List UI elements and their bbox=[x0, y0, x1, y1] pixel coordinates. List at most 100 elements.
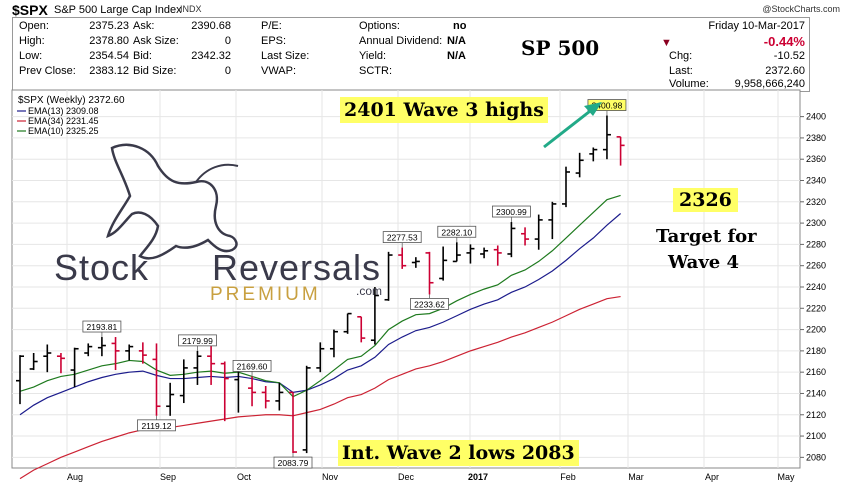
ohlc-bar bbox=[466, 244, 475, 264]
ohlc-bar bbox=[411, 257, 420, 268]
y-tick-label: 2200 bbox=[806, 325, 826, 335]
price-label: 2277.53 bbox=[382, 231, 422, 248]
ema10-line bbox=[19, 194, 621, 398]
target-line2: Wave 4 bbox=[668, 252, 740, 273]
ohlc-bar bbox=[575, 152, 584, 178]
bid-value: 2342.32 bbox=[191, 50, 231, 62]
stockreversals-logo: Stock Reversals PREMIUM .com bbox=[54, 143, 382, 305]
options-label: Options: bbox=[359, 20, 400, 32]
price-label: 2282.10 bbox=[437, 225, 477, 243]
pct-change-value: -0.44% bbox=[763, 34, 805, 49]
ohlc-bar bbox=[343, 312, 352, 334]
y-tick-label: 2240 bbox=[806, 282, 826, 292]
sp500-annotation: SP 500 bbox=[521, 36, 600, 60]
ohlc-bar bbox=[138, 342, 147, 364]
chart-title: $SPX (Weekly) 2372.60 bbox=[18, 95, 125, 106]
ohlc-bar bbox=[521, 227, 530, 246]
ohlc-bar bbox=[16, 355, 24, 405]
svg-text:2083.79: 2083.79 bbox=[278, 458, 309, 468]
prev-close-label: Prev Close: bbox=[19, 65, 76, 77]
ohlc-bar bbox=[384, 251, 393, 301]
ohlc-bar bbox=[370, 286, 379, 345]
target-line1: Target for bbox=[656, 226, 757, 247]
ohlc-bar bbox=[84, 343, 93, 357]
svg-text:2193.81: 2193.81 bbox=[87, 322, 118, 332]
moving-averages bbox=[19, 194, 621, 480]
y-tick-label: 2400 bbox=[806, 112, 826, 122]
x-tick-label: Sep bbox=[160, 472, 176, 482]
ohlc-bar bbox=[261, 386, 270, 409]
ohlc-bar bbox=[493, 245, 502, 266]
ohlc-bar bbox=[534, 214, 543, 250]
arrow-shaft bbox=[543, 106, 595, 149]
y-tick-label: 2300 bbox=[806, 218, 826, 228]
price-label: 2169.60 bbox=[232, 360, 272, 377]
legend-ema34: EMA(34) 2231.45 bbox=[28, 116, 99, 126]
svg-text:2169.60: 2169.60 bbox=[237, 361, 268, 371]
volume-value: 9,958,666,240 bbox=[734, 78, 805, 90]
logo-text-reversals: Reversals bbox=[212, 247, 381, 288]
ohlc-bar bbox=[548, 201, 557, 240]
svg-text:2277.53: 2277.53 bbox=[387, 233, 418, 243]
ohlc-bar bbox=[316, 342, 325, 373]
ohlc-bar bbox=[275, 382, 284, 411]
ohlc-bar bbox=[562, 166, 570, 208]
eps-label: EPS: bbox=[261, 35, 287, 47]
ohlc-bar bbox=[207, 342, 216, 385]
price-label: 2233.62 bbox=[410, 294, 449, 310]
price-label: 2400.98 bbox=[587, 99, 627, 116]
ohlc-bar bbox=[616, 136, 625, 166]
ohlc-bar bbox=[193, 350, 202, 385]
dividend-value: N/A bbox=[447, 35, 466, 47]
options-value: no bbox=[453, 20, 467, 32]
ohlc-bar bbox=[425, 251, 434, 295]
y-tick-label: 2380 bbox=[806, 133, 826, 143]
yield-label: Yield: bbox=[359, 50, 387, 62]
ohlc-bar bbox=[602, 115, 611, 160]
logo-text-premium: PREMIUM bbox=[210, 284, 321, 305]
y-tick-label: 2140 bbox=[806, 388, 826, 398]
ohlc-bar bbox=[179, 359, 188, 404]
volume-label: Volume: bbox=[669, 78, 709, 90]
ask-label: Ask: bbox=[133, 20, 155, 32]
svg-text:2119.12: 2119.12 bbox=[141, 421, 171, 431]
ohlc-bar bbox=[43, 344, 52, 373]
quote-date: Friday 10-Mar-2017 bbox=[708, 20, 805, 32]
target-value-annotation: 2326 bbox=[673, 188, 738, 212]
ohlc-bar bbox=[452, 242, 461, 263]
quote-panel: Open: 2375.23 High: 2378.80 Low: 2354.54… bbox=[12, 17, 810, 92]
ohlc-bar bbox=[70, 347, 79, 388]
arrow-head-icon bbox=[584, 102, 602, 116]
svg-text:2233.62: 2233.62 bbox=[414, 299, 445, 309]
wave3-arrow bbox=[543, 102, 602, 149]
low-label: Low: bbox=[19, 50, 43, 62]
ohlc-bar bbox=[29, 353, 38, 371]
y-tick-label: 2340 bbox=[806, 176, 826, 186]
ohlc-bar bbox=[302, 365, 311, 454]
copyright-label: @StockCharts.com bbox=[762, 4, 840, 14]
ohlc-bar bbox=[111, 337, 120, 371]
ask-size-label: Ask Size: bbox=[133, 35, 179, 47]
y-tick-label: 2160 bbox=[806, 367, 826, 377]
legend: $SPX (Weekly) 2372.60 EMA(13) 2309.08 EM… bbox=[17, 95, 125, 136]
y-tick-label: 2220 bbox=[806, 303, 826, 313]
wave2-annotation: Int. Wave 2 lows 2083 bbox=[338, 440, 579, 466]
x-axis: Aug Sep Oct Nov Dec 2017 Feb Mar Apr May bbox=[67, 472, 795, 482]
y-axis: 2080 2100 2120 2140 2160 2180 2200 2220 2240 2260… bbox=[800, 112, 826, 462]
index-name: S&P 500 Large Cap Index bbox=[54, 4, 182, 16]
high-label: High: bbox=[19, 35, 45, 47]
ohlc-bar bbox=[357, 315, 366, 343]
sctr-label: SCTR: bbox=[359, 65, 392, 77]
symbol-title: $SPX bbox=[12, 2, 48, 18]
pe-label: P/E: bbox=[261, 20, 282, 32]
ohlc-bar bbox=[439, 246, 448, 281]
open-label: Open: bbox=[19, 20, 49, 32]
y-tick-label: 2120 bbox=[806, 410, 826, 420]
low-value: 2354.54 bbox=[89, 50, 129, 62]
last-size-label: Last Size: bbox=[261, 50, 310, 62]
high-value: 2378.80 bbox=[89, 35, 129, 47]
open-value: 2375.23 bbox=[89, 20, 129, 32]
y-tick-label: 2320 bbox=[806, 197, 826, 207]
